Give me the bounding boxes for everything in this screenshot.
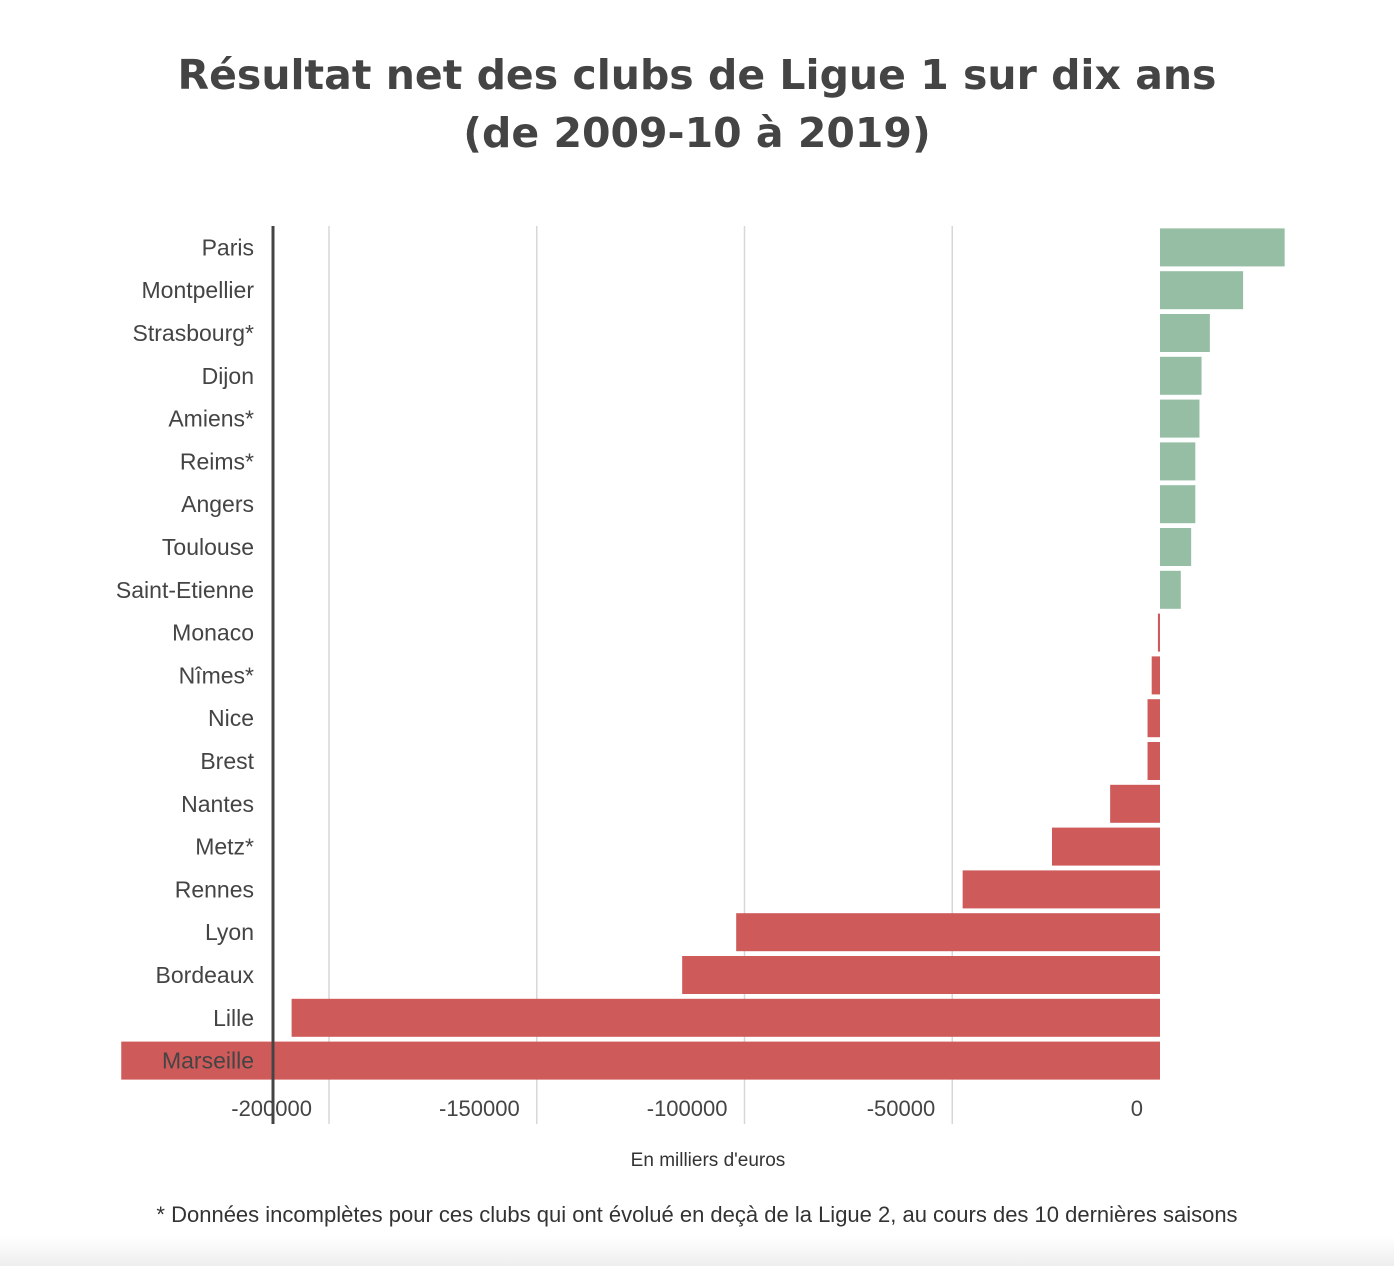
x-tick-label: 0 — [1131, 1096, 1143, 1121]
category-label: Montpellier — [142, 277, 255, 303]
category-label: Angers — [181, 491, 254, 517]
category-label: Lyon — [205, 919, 254, 945]
bar-chart: Paris Montpellier Strasbourg* Dijon Amiens* R… — [116, 226, 1285, 1171]
x-tick-label: -50000 — [867, 1096, 936, 1121]
bar-metz — [1051, 827, 1160, 866]
bar-monaco — [1157, 613, 1160, 652]
x-axis-label: En milliers d'euros — [631, 1150, 786, 1171]
category-label: Nîmes* — [179, 662, 254, 688]
bar-amiens — [1160, 399, 1200, 438]
bar-bordeaux — [682, 956, 1160, 994]
category-label: Bordeaux — [156, 962, 255, 988]
bar-brest — [1147, 742, 1160, 780]
category-label: Monaco — [172, 620, 254, 646]
category-label: Saint-Etienne — [116, 577, 254, 603]
category-label: Lille — [213, 1005, 254, 1031]
chart-title-line-2: (de 2009-10 à 2019) — [463, 109, 931, 157]
bar-dijon — [1160, 356, 1202, 395]
bar-toulouse — [1160, 528, 1192, 566]
category-label: Rennes — [175, 876, 254, 902]
bar-nice — [1147, 699, 1160, 738]
bar-saint-etienne — [1160, 570, 1181, 609]
bar-montpellier — [1160, 271, 1244, 310]
footnote: * Données incomplètes pour ces clubs qui… — [156, 1202, 1238, 1227]
category-label: Brest — [200, 748, 254, 774]
bar-lyon — [736, 913, 1160, 952]
x-tick-label: -100000 — [647, 1096, 728, 1121]
bar-n-mes — [1151, 656, 1160, 695]
bar-nantes — [1110, 784, 1160, 823]
chart-title-line-1: Résultat net des clubs de Ligue 1 sur di… — [177, 51, 1217, 99]
category-label: Paris — [202, 234, 254, 260]
bottom-shade — [0, 1236, 1394, 1266]
category-label: Dijon — [202, 363, 254, 389]
category-label: Nantes — [181, 791, 254, 817]
x-tick-label: -150000 — [439, 1096, 520, 1121]
category-label: Toulouse — [162, 534, 254, 560]
bar-marseille — [121, 1041, 1160, 1080]
x-tick-label: -200000 — [231, 1096, 312, 1121]
bar-angers — [1160, 485, 1196, 524]
category-label: Marseille — [162, 1048, 254, 1074]
bar-reims — [1160, 442, 1196, 481]
bar-rennes — [962, 870, 1160, 909]
bar-paris — [1160, 228, 1285, 267]
bar-lille — [291, 998, 1161, 1037]
category-label: Strasbourg* — [133, 320, 255, 346]
category-label: Reims* — [180, 448, 254, 474]
bar-strasbourg — [1160, 314, 1210, 352]
chart-title: Résultat net des clubs de Ligue 1 sur di… — [0, 46, 1394, 162]
category-label: Amiens* — [168, 406, 254, 432]
category-label: Metz* — [195, 834, 254, 860]
category-label: Nice — [208, 705, 254, 731]
